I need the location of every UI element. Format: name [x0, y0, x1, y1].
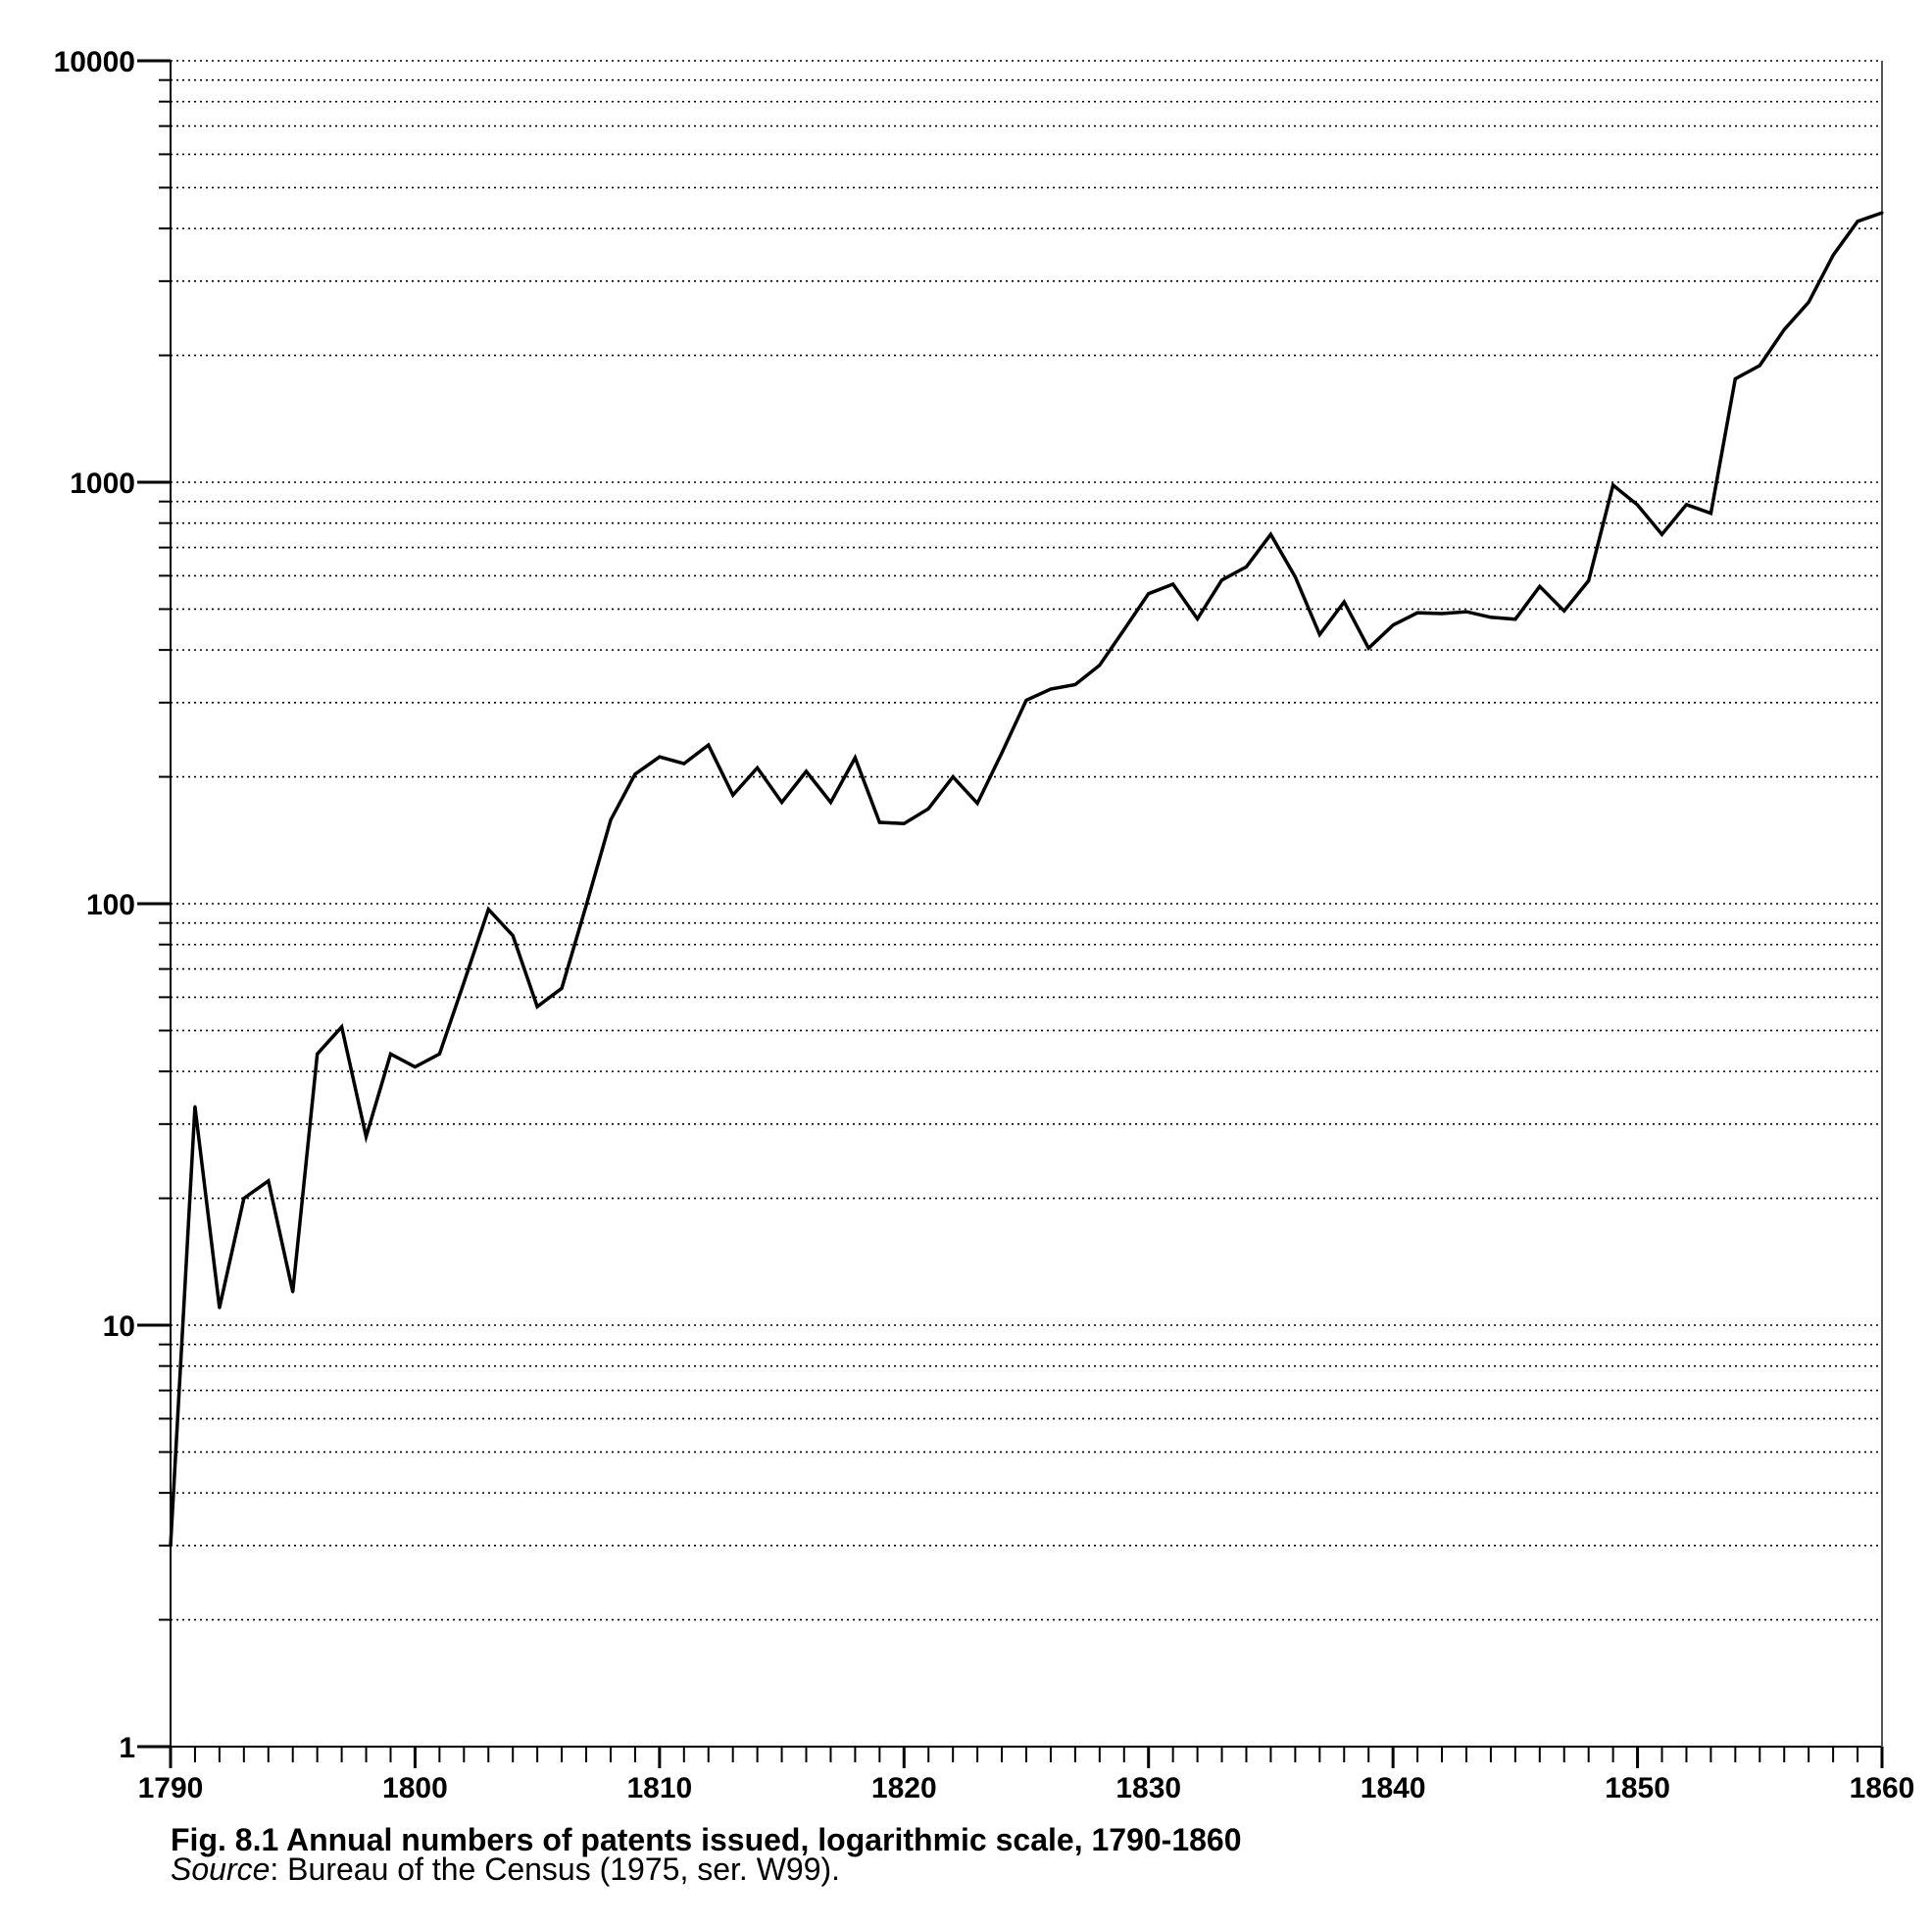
data-point — [1367, 647, 1370, 650]
y-tick-label: 1000 — [70, 468, 135, 500]
data-point — [903, 822, 906, 825]
x-tick-label: 1790 — [138, 1772, 204, 1804]
data-point — [291, 1290, 294, 1293]
figure-caption: Fig. 8.1 Annual numbers of patents issue… — [171, 1825, 1242, 1884]
data-point — [1098, 664, 1101, 667]
y-tick-label: 1 — [119, 1732, 135, 1764]
data-point — [1049, 688, 1052, 691]
x-tick-label: 1810 — [626, 1772, 692, 1804]
data-point — [1857, 220, 1859, 222]
data-point — [1001, 752, 1004, 755]
data-point — [1196, 617, 1199, 620]
data-point — [512, 934, 515, 937]
data-point — [1025, 699, 1028, 702]
axes: 1 10 100 1000 10000 1790 1800 1810 1820 1830 1840 1… — [54, 46, 1915, 1804]
x-tick-label: 1850 — [1605, 1772, 1670, 1804]
data-point — [267, 1179, 270, 1182]
y-tick-label: 100 — [86, 889, 135, 921]
data-point — [633, 772, 636, 775]
data-point — [1538, 585, 1541, 588]
data-point — [707, 744, 710, 747]
x-tick-label: 1830 — [1115, 1772, 1181, 1804]
data-point — [854, 757, 857, 760]
y-tick-label: 10 — [103, 1310, 135, 1343]
data-point — [1171, 582, 1174, 585]
data-point — [1294, 575, 1297, 578]
data-point — [1269, 533, 1272, 536]
data-point — [805, 770, 808, 773]
data-point — [731, 794, 734, 797]
data-point — [365, 1135, 368, 1138]
data-point — [1783, 328, 1786, 331]
data-point — [463, 981, 466, 984]
data-point — [1147, 592, 1150, 595]
data-point — [1122, 628, 1125, 631]
data-point — [1441, 612, 1444, 615]
data-point — [1685, 503, 1688, 506]
data-point — [414, 1065, 417, 1068]
data-point — [780, 801, 783, 804]
data-point — [585, 904, 588, 907]
x-tick-label: 1840 — [1361, 1772, 1426, 1804]
data-point — [1660, 533, 1663, 536]
data-point — [1073, 683, 1076, 686]
data-point — [1562, 610, 1565, 613]
y-tick-label: 10000 — [54, 46, 135, 78]
series-layer — [170, 212, 1884, 1548]
source-text: : Bureau of the Census (1975, ser. W99). — [270, 1852, 840, 1887]
data-point — [1318, 633, 1321, 636]
data-point — [316, 1053, 319, 1056]
data-point — [170, 1544, 173, 1547]
data-point — [1759, 364, 1761, 367]
data-point — [1709, 512, 1712, 515]
data-point — [1416, 612, 1419, 615]
caption-source: Source: Bureau of the Census (1975, ser.… — [171, 1854, 1242, 1884]
data-point — [1832, 254, 1835, 257]
data-point — [389, 1053, 392, 1056]
data-point — [829, 801, 832, 804]
data-point — [1881, 212, 1884, 215]
data-point — [487, 908, 490, 911]
data-point — [561, 987, 564, 990]
data-point — [1636, 504, 1639, 507]
data-point — [1220, 578, 1223, 581]
x-tick-label: 1800 — [382, 1772, 448, 1804]
data-point — [682, 763, 685, 765]
data-point — [1513, 617, 1516, 620]
data-point — [242, 1197, 245, 1200]
data-point — [1245, 566, 1248, 568]
data-point — [438, 1053, 441, 1056]
x-tick-label: 1860 — [1850, 1772, 1915, 1804]
caption-title: Fig. 8.1 Annual numbers of patents issue… — [171, 1825, 1242, 1854]
data-point — [1611, 484, 1614, 487]
data-point — [658, 756, 661, 759]
data-point — [1587, 579, 1590, 582]
data-point — [1392, 623, 1395, 626]
x-tick-label: 1820 — [871, 1772, 937, 1804]
data-point — [1489, 616, 1492, 618]
data-point — [1343, 601, 1346, 604]
data-point — [218, 1307, 221, 1309]
data-point — [1734, 377, 1737, 380]
series-line — [171, 213, 1882, 1546]
data-point — [927, 808, 930, 811]
data-point — [340, 1025, 343, 1028]
data-point — [1808, 301, 1810, 304]
data-point — [1464, 611, 1467, 614]
data-point — [756, 766, 759, 769]
data-point — [193, 1106, 196, 1109]
grid-lines — [171, 61, 1882, 1620]
data-point — [536, 1005, 539, 1008]
data-point — [976, 802, 979, 805]
data-point — [952, 775, 955, 778]
source-label: Source — [171, 1852, 270, 1887]
data-point — [609, 818, 612, 821]
data-point — [878, 820, 881, 823]
